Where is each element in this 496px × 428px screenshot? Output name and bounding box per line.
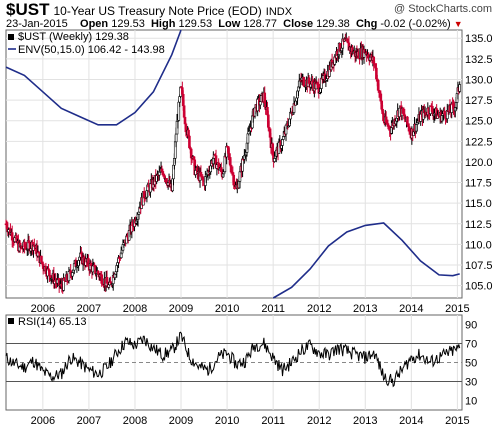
envelope-line: [272, 222, 460, 299]
price-grid: [6, 30, 462, 298]
price-panel-frame: [5, 29, 463, 299]
candle-body: [238, 171, 242, 182]
close-value: 129.38: [316, 18, 350, 30]
x-tick-label: 2014: [399, 303, 423, 315]
x-tick-label: 2011: [261, 303, 285, 315]
y-tick-label: 132.5: [465, 54, 493, 66]
low-value: 128.77: [243, 18, 277, 30]
legend-price: $UST (Weekly) 129.38: [18, 31, 129, 43]
y-tick-label: 112.5: [465, 219, 492, 231]
chg-label: Chg: [355, 18, 378, 30]
candle-body: [199, 171, 203, 177]
date-label: 23-Jan-2015: [6, 18, 68, 30]
candle-body: [71, 272, 74, 277]
rsi-y-tick-label: 50: [465, 358, 477, 370]
x-tick-label: 2013: [353, 303, 377, 315]
y-tick-label: 107.5: [465, 260, 493, 272]
y-tick-label: 115.0: [465, 198, 492, 210]
rsi-x-tick-label: 2008: [123, 415, 147, 427]
x-tick-label: 2006: [31, 303, 55, 315]
candle-body: [174, 133, 178, 143]
watermark: @ StockCharts.com: [394, 3, 492, 15]
legend-envelope: ENV(50,15.0) 106.42 - 143.98: [18, 44, 165, 56]
legend-swatch-rsi: [8, 318, 14, 324]
y-tick-label: 127.5: [465, 95, 493, 107]
chart-symbol: $UST: [6, 0, 50, 19]
rsi-y-tick-label: 70: [465, 339, 477, 351]
candle-body: [187, 129, 190, 137]
rsi-x-tick-label: 2011: [261, 415, 285, 427]
y-tick-label: 122.5: [465, 136, 493, 148]
envelope-line: [5, 29, 182, 126]
candle-body: [379, 93, 383, 102]
candle-body: [458, 84, 461, 92]
y-tick-label: 120.0: [465, 157, 493, 169]
rsi-x-tick-label: 2010: [215, 415, 239, 427]
candle-body: [91, 265, 95, 273]
open-label: Open: [80, 18, 109, 30]
x-tick-label: 2010: [215, 303, 239, 315]
legend-swatch-price: [8, 34, 14, 40]
rsi-x-tick-label: 2007: [77, 415, 101, 427]
rsi-x-tick-label: 2015: [445, 415, 469, 427]
y-tick-label: 117.5: [465, 178, 492, 190]
y-tick-label: 135.0: [465, 33, 493, 45]
exchange-label: INDX: [265, 6, 293, 18]
candle-body: [406, 116, 409, 125]
legend-rsi: RSI(14) 65.13: [18, 316, 86, 328]
chart-subtitle: 10-Year US Treasury Note Price (EOD): [53, 4, 262, 18]
open-value: 129.53: [111, 18, 145, 30]
y-tick-label: 125.0: [465, 116, 493, 128]
x-tick-label: 2008: [123, 303, 147, 315]
rsi-y-tick-label: 10: [465, 396, 477, 408]
down-triangle-icon: ▼: [453, 19, 463, 29]
rsi-x-tick-label: 2013: [353, 415, 377, 427]
title-row: $UST 10-Year US Treasury Note Price (EOD)…: [6, 0, 293, 19]
candle-body: [48, 269, 51, 276]
high-label: High: [150, 18, 176, 30]
high-value: 129.53: [178, 18, 213, 30]
rsi-x-tick-label: 2014: [399, 415, 423, 427]
rsi-y-tick-label: 30: [465, 377, 477, 389]
x-tick-label: 2007: [77, 303, 101, 315]
rsi-x-tick-label: 2012: [307, 415, 331, 427]
y-tick-label: 130.0: [465, 74, 493, 86]
x-tick-label: 2009: [169, 303, 193, 315]
candle-body: [271, 143, 275, 156]
candle-body: [232, 174, 236, 186]
x-tick-label: 2012: [307, 303, 331, 315]
rsi-x-tick-label: 2006: [31, 415, 55, 427]
candle-body: [40, 255, 43, 263]
y-tick-label: 110.0: [465, 239, 492, 251]
rsi-line: [5, 331, 461, 388]
candle-body: [259, 101, 262, 106]
low-label: Low: [218, 18, 241, 30]
close-label: Close: [283, 18, 314, 30]
x-tick-label: 2015: [445, 303, 469, 315]
chg-value: -0.02 (-0.02%): [380, 18, 451, 30]
ohlc-row: 23-Jan-2015 Open 129.53 High 129.53 Low …: [6, 18, 463, 30]
candles: [4, 32, 461, 294]
rsi-y-tick-label: 90: [465, 320, 477, 332]
candle-body: [281, 139, 284, 146]
rsi-x-tick-label: 2009: [169, 415, 193, 427]
candle-body: [273, 158, 276, 162]
y-tick-label: 105.0: [465, 281, 493, 293]
